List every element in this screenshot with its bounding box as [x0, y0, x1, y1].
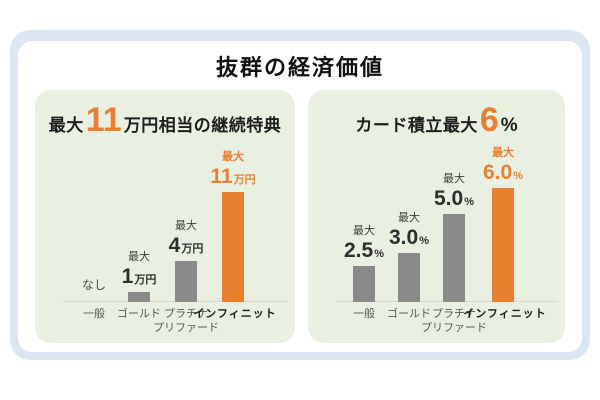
value-label-infinite: 最大 11万円 — [210, 151, 256, 188]
page-title: 抜群の経済価値 — [215, 55, 384, 80]
category-label-general: 一般 — [353, 308, 375, 320]
category-label-general: 一般 — [83, 308, 105, 320]
right-bar-column-gold: 最大 3.0% — [377, 209, 441, 302]
bar-infinite-highlight — [222, 192, 244, 302]
left-bar-column-gold: 最大 1万円 — [107, 248, 171, 302]
investment-title-highlight-number: 6 — [479, 101, 499, 139]
right-bar-column-general: 最大 2.5% — [332, 222, 396, 302]
category-label-platinum: プラチナ プリファード — [421, 308, 487, 334]
bar-gold-rate — [398, 253, 420, 302]
investment-rate-panel: カード積立最大 6 % 最大 2.5% 最大 3.0% — [308, 90, 565, 343]
investment-title-prefix: カード積立最大 — [355, 116, 478, 135]
category-label-gold: ゴールド — [117, 308, 161, 320]
value-label-infinite-rate: 最大 6.0% — [483, 147, 523, 184]
value-label-platinum: 最大 4万円 — [168, 220, 204, 257]
category-label-platinum: プラチナ プリファード — [153, 308, 219, 334]
left-bar-column-general: なし — [62, 276, 126, 302]
retention-benefit-panel: 最大 11 万円相当の継続特典 なし 最大 1万円 — [35, 90, 295, 343]
retention-title-prefix: 最大 — [48, 116, 84, 135]
page-frame: 抜群の経済価値 最大 11 万円相当の継続特典 なし 最大 1万円 — [10, 30, 590, 360]
bar-platinum-rate — [443, 214, 465, 302]
content-card: 抜群の経済価値 最大 11 万円相当の継続特典 なし 最大 1万円 — [18, 41, 582, 352]
retention-title-highlight-number: 11 — [85, 101, 122, 139]
retention-title-suffix: 万円相当の継続特典 — [123, 116, 282, 135]
value-label-gold: 最大 1万円 — [121, 251, 157, 288]
bar-platinum — [175, 261, 197, 302]
right-bar-column-infinite: 最大 6.0% — [471, 144, 535, 302]
investment-rate-title: カード積立最大 6 % — [308, 103, 565, 137]
investment-title-percent-sign: % — [500, 115, 518, 136]
value-label-gold-rate: 最大 3.0% — [389, 212, 429, 249]
value-label-platinum-rate: 最大 5.0% — [434, 173, 474, 210]
value-label-general-rate: 最大 2.5% — [344, 225, 384, 262]
retention-benefit-title: 最大 11 万円相当の継続特典 — [35, 103, 295, 137]
value-label-none: なし — [81, 278, 106, 292]
right-bar-column-platinum: 最大 5.0% — [422, 170, 486, 302]
bar-gold — [128, 292, 150, 302]
category-label-infinite: インフィニット — [193, 308, 277, 320]
category-label-infinite: インフィニット — [463, 308, 547, 320]
left-bar-column-infinite: 最大 11万円 — [201, 148, 265, 302]
bar-infinite-rate-highlight — [492, 188, 514, 302]
left-bar-column-platinum: 最大 4万円 — [154, 217, 218, 302]
bar-general-rate — [353, 266, 375, 302]
category-label-gold: ゴールド — [387, 308, 431, 320]
